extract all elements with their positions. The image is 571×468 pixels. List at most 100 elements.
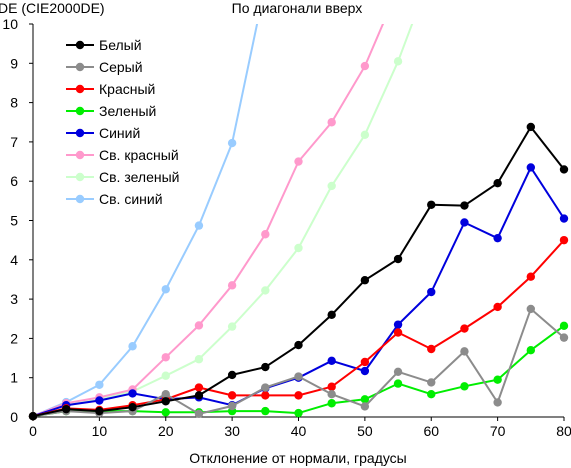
series-6-point <box>161 353 170 362</box>
y-tick-label: 7 <box>10 134 18 150</box>
series-3-point <box>493 302 502 312</box>
series-5-point <box>360 366 370 376</box>
x-tick-label: 60 <box>423 423 439 439</box>
series-2-point <box>393 367 403 377</box>
legend-swatch-marker <box>75 40 85 50</box>
series-4-point <box>460 382 469 391</box>
series-8-point <box>227 138 237 148</box>
x-tick-label: 0 <box>29 423 37 439</box>
series-2-point <box>360 402 370 411</box>
series-3-point <box>393 328 403 337</box>
x-tick-label: 20 <box>158 423 174 439</box>
series-1-point <box>393 254 403 264</box>
series-2-point <box>194 409 204 419</box>
series-5-point <box>327 356 336 366</box>
series-2-point <box>559 333 569 342</box>
series-1-point <box>194 391 204 400</box>
x-tick-label: 40 <box>291 423 307 439</box>
legend-label: Св. синий <box>99 191 163 207</box>
series-1-point <box>95 406 104 416</box>
series-2-line <box>32 307 565 418</box>
series-6-point <box>360 61 370 71</box>
series-7-point <box>294 243 303 253</box>
legend-label: Зеленый <box>99 103 156 119</box>
series-7-point <box>261 286 270 295</box>
plot-area <box>28 24 569 421</box>
series-1-point <box>28 412 38 421</box>
series-3-point <box>526 272 536 281</box>
legend-swatch-marker <box>75 172 85 182</box>
axes: 0 10 20 30 40 50 60 70 80 0 1 2 3 4 5 6 7 8 9 10 <box>2 16 571 439</box>
series-1-point <box>493 178 502 188</box>
series-7-point <box>227 322 237 331</box>
y-tick-label: 10 <box>2 16 18 32</box>
series-4-point <box>327 399 336 408</box>
series-7-point <box>360 130 370 140</box>
series-4-point <box>526 345 536 355</box>
series-6-point <box>261 230 270 239</box>
y-tick-label: 0 <box>10 409 18 425</box>
series-8-point <box>95 380 104 389</box>
series-8-line <box>32 24 259 418</box>
legend-swatch-marker <box>75 84 85 94</box>
series-5-point <box>95 396 104 405</box>
x-tick-label: 80 <box>556 423 571 439</box>
series-2-point <box>227 401 237 411</box>
y-tick-label: 5 <box>10 213 18 229</box>
series-3-point <box>261 391 270 400</box>
x-axis-label: Отклонение от нормали, градусы <box>189 450 406 466</box>
series-5-point <box>559 214 569 223</box>
y-tick-label: 3 <box>10 291 18 307</box>
legend-label: Красный <box>99 81 155 97</box>
series-7-line <box>32 24 414 418</box>
series-4-point <box>360 395 370 404</box>
y-tick-label: 6 <box>10 173 18 189</box>
legend-swatch-marker <box>75 194 85 204</box>
series-4-line <box>32 324 565 418</box>
series-5-point <box>493 233 502 243</box>
series-2-point <box>294 372 303 381</box>
series-1-point <box>294 340 303 350</box>
y-tick-label: 2 <box>10 330 18 346</box>
x-tick-label: 10 <box>92 423 108 439</box>
series-1-point <box>360 276 370 285</box>
series-5-point <box>460 218 469 227</box>
series-2-point <box>327 390 336 399</box>
series-5-point <box>393 320 403 329</box>
series-4-point <box>427 390 436 399</box>
legend-label: Св. зеленый <box>99 169 179 185</box>
legend-swatch-marker <box>75 62 85 72</box>
series-6-point <box>194 321 204 330</box>
series-2-point <box>427 378 436 387</box>
series-6-point <box>327 118 336 127</box>
x-tick-label: 30 <box>224 423 240 439</box>
legend-label: Серый <box>99 59 143 75</box>
series-7-point <box>327 181 336 191</box>
legend-swatch-marker <box>75 150 85 160</box>
series-1-point <box>427 200 436 209</box>
legend: Белый Серый Красный Зеленый Синий Св. красный… <box>66 37 179 207</box>
series-1-point <box>526 122 536 132</box>
legend-label: Св. красный <box>99 147 179 163</box>
legend-label: Белый <box>99 37 142 53</box>
legend-swatch-marker <box>75 106 85 116</box>
series-3-point <box>460 324 469 333</box>
series-3-point <box>427 344 436 354</box>
series-3-point <box>327 382 336 391</box>
series-3-point <box>227 391 237 400</box>
y-axis-label: DE (CIE2000DE) <box>0 0 105 16</box>
series-2-point <box>161 390 170 399</box>
series-3-point <box>294 391 303 400</box>
series-4-point <box>393 379 403 388</box>
series-1-point <box>161 397 170 406</box>
series-2-point <box>460 347 469 356</box>
series-1-point <box>227 370 237 380</box>
series-8-point <box>194 221 204 230</box>
series-4-point <box>294 408 303 418</box>
y-tick-label: 4 <box>10 252 18 268</box>
series-7-point <box>161 371 170 380</box>
y-tick-label: 9 <box>10 55 18 71</box>
series-5-point <box>128 389 137 398</box>
series-1-point <box>128 402 137 412</box>
